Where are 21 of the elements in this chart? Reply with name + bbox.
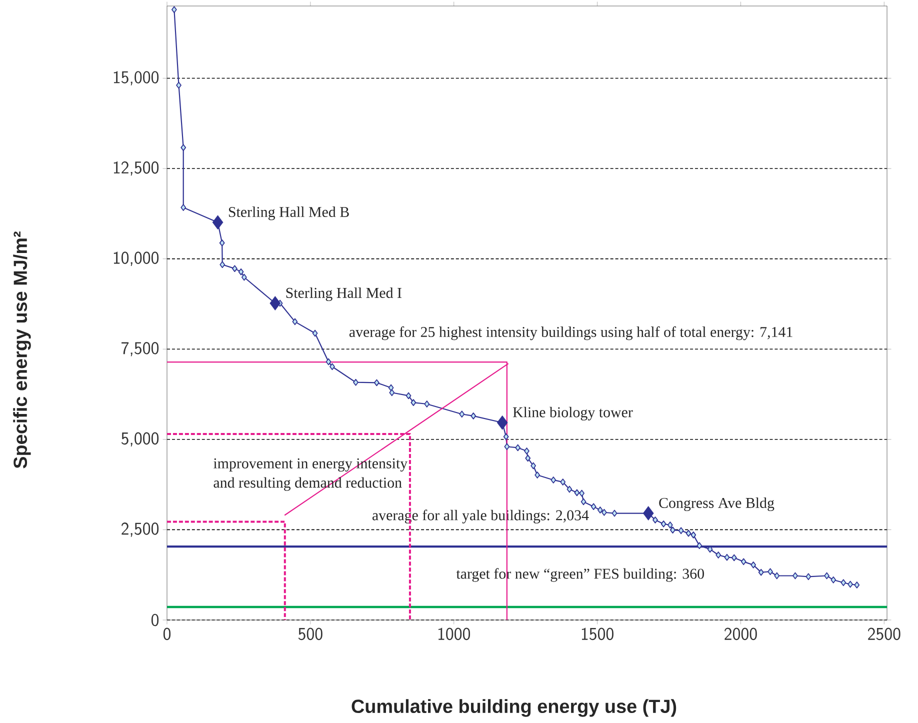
annotation: average for 25 highest intensity buildings using half of total energy: 7,141 bbox=[349, 326, 792, 340]
annotation: Congress Ave Bldg bbox=[659, 497, 774, 512]
x-tick-label: 2500 bbox=[868, 628, 900, 640]
y-tick-label: 7,500 bbox=[122, 342, 159, 356]
annotation: Sterling Hall Med I bbox=[286, 287, 402, 302]
y-axis-title: Specific energy use MJ/m² bbox=[13, 232, 31, 468]
x-tick-label: 1500 bbox=[582, 628, 614, 640]
y-tick-label: 12,500 bbox=[114, 161, 159, 176]
annotation: Kline biology tower bbox=[512, 406, 633, 420]
y-tick-label: 15,000 bbox=[114, 71, 159, 86]
y-tick-label: 10,000 bbox=[114, 252, 159, 266]
x-tick-label: 500 bbox=[298, 628, 322, 640]
y-tick-label: 5,000 bbox=[121, 432, 159, 447]
x-axis-title: Cumulative building energy use (TJ) bbox=[352, 699, 676, 717]
x-tick-label: 2000 bbox=[724, 628, 757, 640]
x-tick-label: 0 bbox=[163, 628, 171, 640]
y-tick-label: 2,500 bbox=[122, 522, 159, 537]
x-tick-label: 1000 bbox=[438, 628, 470, 640]
y-tick-label: 0 bbox=[151, 614, 159, 626]
annotation: improvement in energy intensity bbox=[214, 458, 408, 472]
annotation: Sterling Hall Med B bbox=[228, 206, 349, 220]
